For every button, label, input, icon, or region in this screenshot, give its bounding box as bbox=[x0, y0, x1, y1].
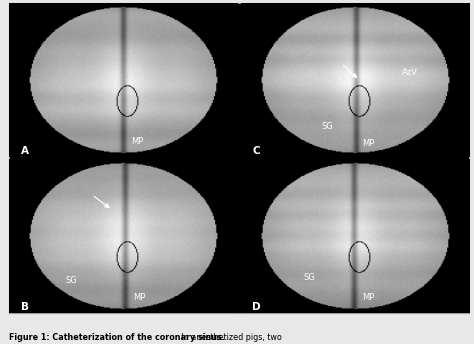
Text: MP: MP bbox=[131, 137, 144, 146]
Text: SG: SG bbox=[65, 276, 77, 285]
Text: SG: SG bbox=[303, 273, 315, 282]
Text: D: D bbox=[252, 302, 261, 312]
Text: A: A bbox=[21, 147, 29, 157]
Text: Figure 1: Catheterization of the coronary sinus.: Figure 1: Catheterization of the coronar… bbox=[9, 333, 225, 342]
Text: In anesthetized pigs, two: In anesthetized pigs, two bbox=[179, 333, 282, 342]
Text: MP: MP bbox=[134, 293, 146, 302]
Text: MP: MP bbox=[363, 293, 375, 302]
Text: B: B bbox=[21, 302, 29, 312]
Text: SG: SG bbox=[322, 122, 334, 131]
Text: C: C bbox=[252, 147, 260, 157]
Text: MP: MP bbox=[363, 139, 375, 148]
Text: AzV: AzV bbox=[402, 68, 418, 77]
